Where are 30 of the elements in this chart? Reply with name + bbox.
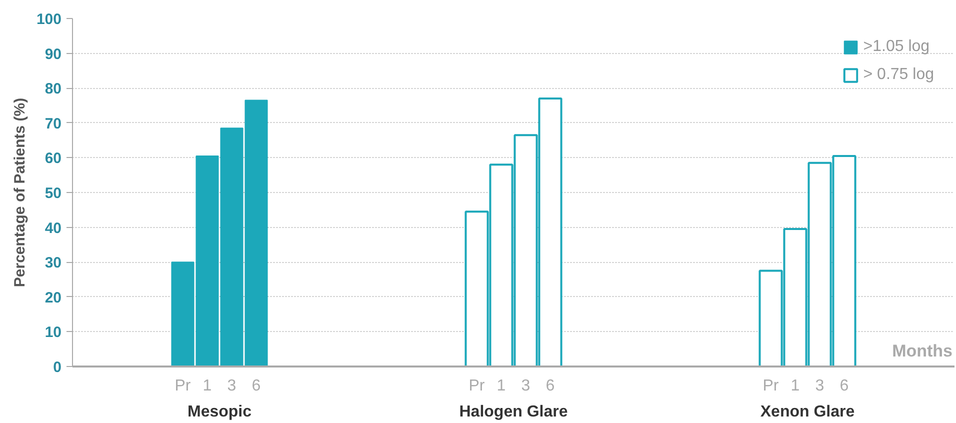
x-tick-label: 3 (227, 378, 236, 394)
y-tick-label: 20 (44, 289, 62, 306)
y-tick-label: 60 (44, 150, 62, 168)
x-tick-label: 1 (790, 378, 800, 394)
y-tick-label: 80 (44, 80, 62, 98)
y-tick-label: 0 (53, 359, 62, 376)
x-tick-label: 1 (496, 378, 506, 394)
x-tick-label: 1 (202, 378, 212, 394)
legend-label: > 0.75 log (863, 66, 934, 84)
x-tick-label: Pr (174, 378, 192, 394)
x-tick-label: 6 (840, 378, 849, 394)
y-tick-label: 40 (44, 220, 62, 237)
y-axis-title: Percentage of Patients (%) (11, 98, 28, 288)
text: Xenon Glare (760, 404, 855, 420)
text: Mesopic (187, 404, 252, 420)
x-tick-label: 3 (521, 378, 530, 394)
legend-label: >1.05 log (863, 38, 930, 56)
y-tick-label: 50 (44, 185, 62, 202)
y-tick-label: 70 (44, 115, 62, 132)
x-tick-label: Pr (762, 378, 780, 394)
y-tick-label: 90 (44, 46, 62, 63)
text: Halogen Glare (459, 404, 568, 420)
x-tick-label: 3 (815, 378, 824, 394)
x-tick-label: Pr (468, 378, 486, 394)
y-tick-label: 100 (36, 11, 62, 28)
y-tick-label: 30 (44, 254, 62, 272)
x-axis-title: Months (892, 342, 953, 360)
y-tick-label: 10 (44, 324, 62, 342)
x-tick-label: 6 (546, 378, 555, 394)
x-tick-label: 6 (252, 378, 261, 394)
